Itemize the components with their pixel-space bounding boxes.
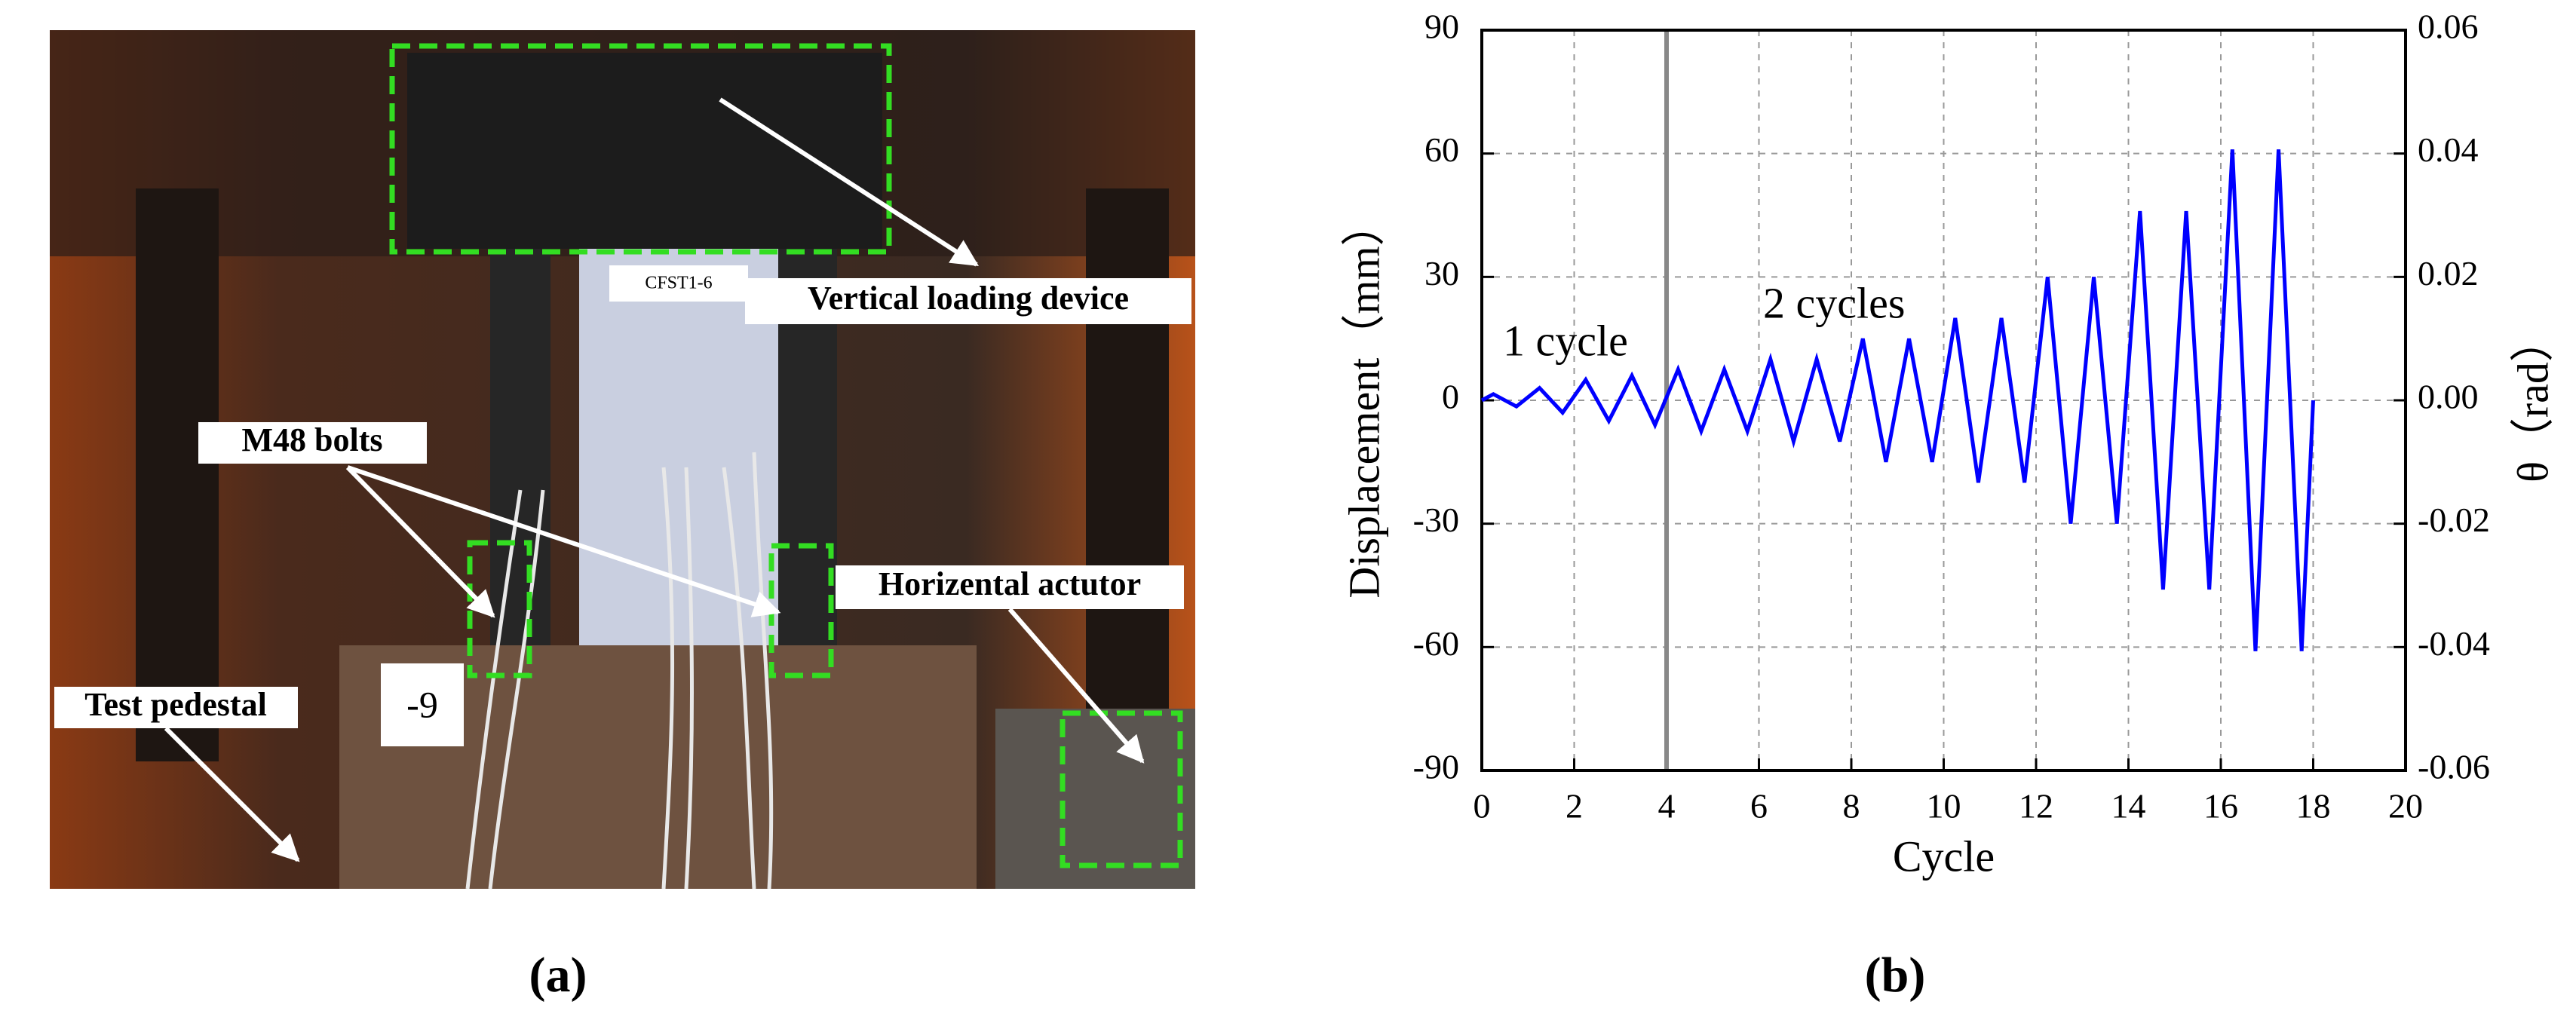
sign — [609, 265, 748, 302]
arrows — [164, 97, 1145, 862]
actuator — [995, 709, 1195, 889]
y-tick-label: -60 — [1413, 624, 1459, 663]
x-tick-label: 12 — [2019, 787, 2053, 825]
y2-tick-label: -0.04 — [2418, 624, 2490, 663]
x-tick-label: 16 — [2203, 787, 2238, 825]
y-tick-label: 0 — [1442, 378, 1459, 416]
frame-column — [490, 249, 550, 656]
y-tick-label: 90 — [1424, 8, 1459, 46]
y2-tick-label: 0.02 — [2418, 254, 2479, 293]
y2-tick-label: -0.06 — [2418, 748, 2490, 786]
y-tick-label: 30 — [1424, 254, 1459, 293]
frame-column — [1086, 188, 1169, 761]
sign-text: CFST1-6 — [645, 274, 712, 293]
y2-tick-label: 0.04 — [2418, 130, 2479, 169]
annotation: 2 cycles — [1763, 278, 1905, 327]
y2-tick-label: 0.00 — [2418, 378, 2479, 416]
x-tick-label: 6 — [1750, 787, 1768, 825]
annotation: 1 cycle — [1503, 316, 1628, 365]
label-box — [836, 565, 1184, 609]
x-tick-label: 18 — [2296, 787, 2331, 825]
frame-column — [136, 188, 219, 761]
y2-tick-label: -0.02 — [2418, 501, 2490, 539]
x-tick-label: 2 — [1566, 787, 1583, 825]
x-tick-label: 8 — [1843, 787, 1860, 825]
x-tick-label: 20 — [2388, 787, 2423, 825]
label-box — [198, 422, 427, 464]
label-box — [54, 687, 298, 728]
photo-label: Horizental actutor — [879, 565, 1141, 602]
y2-tick-label: 0.06 — [2418, 8, 2479, 46]
loading-device — [407, 53, 882, 249]
y-tick-label: 60 — [1424, 130, 1459, 169]
photo-label: M48 bolts — [242, 421, 383, 458]
x-tick-label: 10 — [1927, 787, 1961, 825]
label-box — [745, 278, 1191, 324]
y2-axis-label: θ（rad） — [2508, 318, 2557, 482]
y-tick-label: -90 — [1413, 748, 1459, 786]
y-tick-label: -30 — [1413, 501, 1459, 539]
photo-label: Vertical loading device — [808, 280, 1129, 317]
y-axis-label: Displacement（mm） — [1339, 202, 1388, 598]
highlight-boxes — [389, 43, 1183, 868]
photo-label: Test pedestal — [84, 686, 267, 723]
cables — [465, 452, 774, 890]
photo: -9 CFST1-6 Vertical loading device M48 b… — [50, 30, 1195, 890]
x-tick-label: 4 — [1658, 787, 1676, 825]
sign-text: -9 — [406, 683, 438, 725]
x-tick-label: 0 — [1474, 787, 1491, 825]
x-axis-label: Cycle — [1893, 832, 1995, 881]
panel-label: (a) — [529, 948, 587, 1003]
sign — [381, 663, 464, 746]
panel-label: (b) — [1865, 948, 1926, 1003]
data-line — [1480, 149, 2315, 651]
x-tick-label: 14 — [2111, 787, 2146, 825]
